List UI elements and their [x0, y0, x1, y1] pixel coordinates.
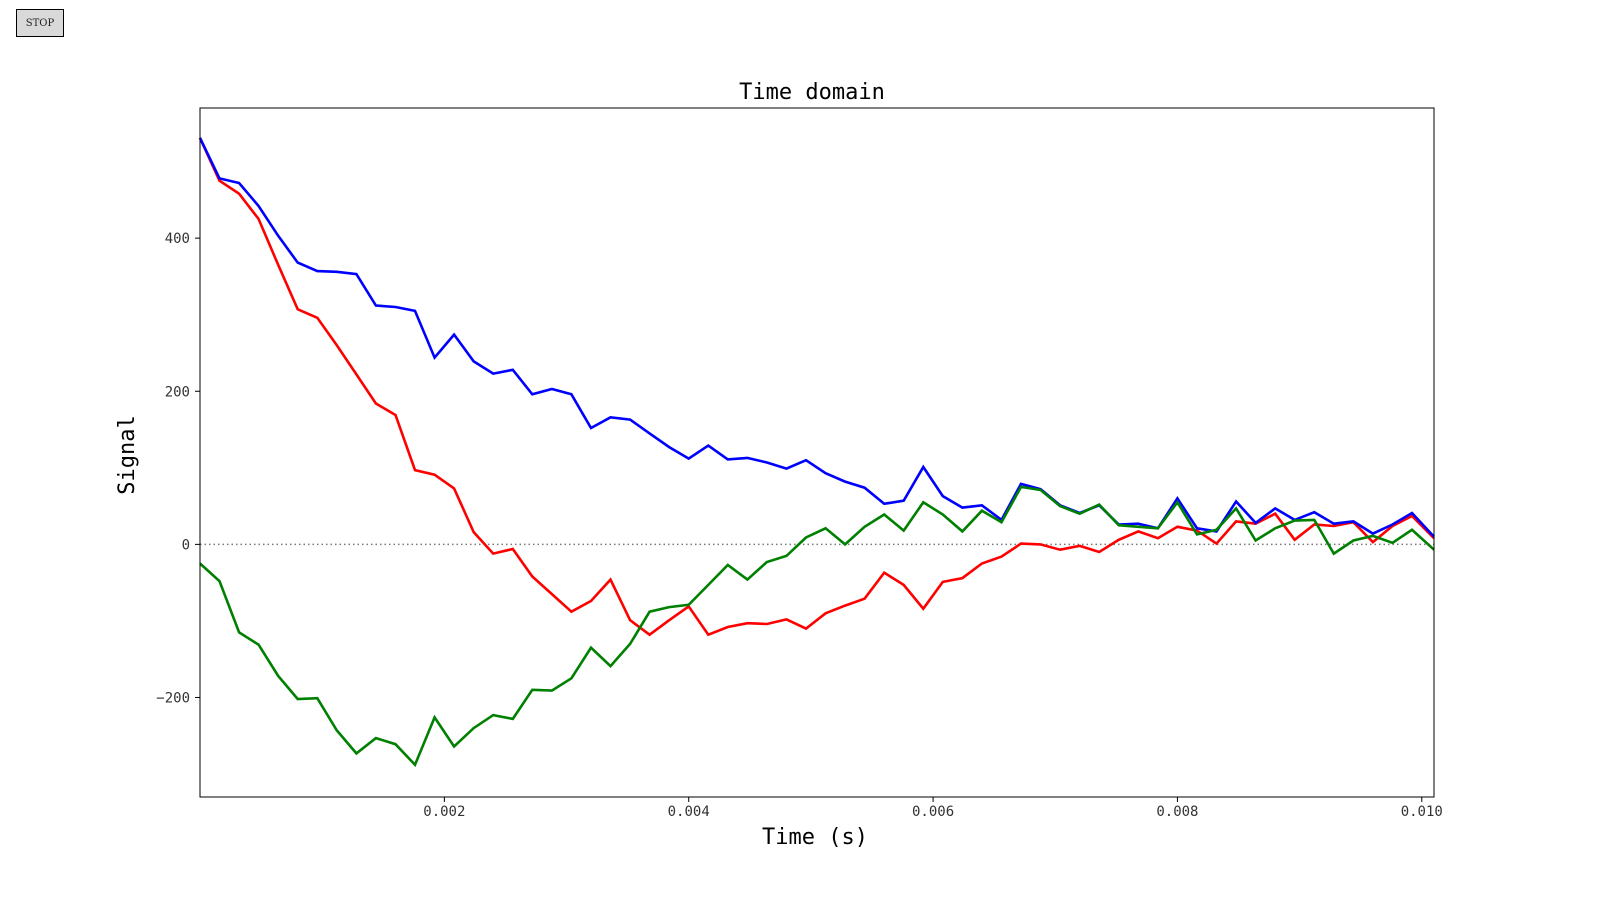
series-line-1	[198, 137, 1435, 637]
series-line-3	[199, 485, 1435, 768]
x-tick-label: 0.008	[1156, 804, 1198, 820]
plot-frame	[199, 107, 1435, 798]
chart-title: Time domain	[739, 80, 885, 105]
y-axis-label: Signal	[115, 415, 140, 494]
x-axis-label: Time (s)	[762, 825, 868, 850]
x-tick-label: 0.002	[423, 804, 465, 820]
plot-area	[198, 107, 1435, 798]
series-line-2	[198, 137, 1435, 538]
y-axis-ticks: −200 0 200 400	[156, 231, 200, 706]
y-tick-label: 400	[165, 231, 190, 247]
x-tick-label: 0.006	[912, 804, 954, 820]
x-axis-ticks: 0.002 0.004 0.006 0.008 0.010	[423, 797, 1443, 820]
y-tick-label: 0	[182, 537, 190, 553]
series-layer	[198, 137, 1435, 768]
y-tick-label: 200	[165, 384, 190, 400]
x-tick-label: 0.004	[668, 804, 710, 820]
stop-button-label: STOP	[25, 17, 55, 29]
stop-button[interactable]: STOP	[16, 9, 64, 37]
x-tick-label: 0.010	[1401, 804, 1443, 820]
y-tick-label: −200	[156, 690, 190, 706]
